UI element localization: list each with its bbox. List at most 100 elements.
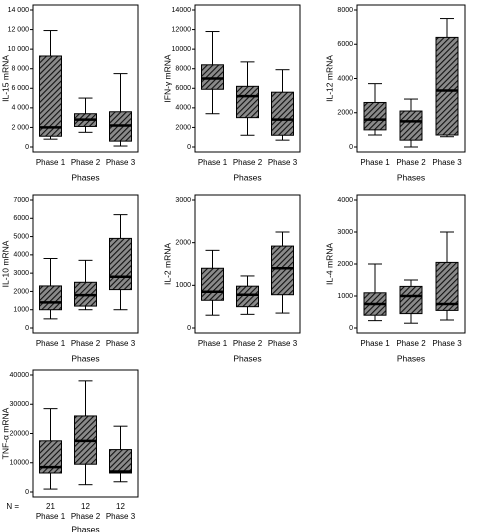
plot-frame	[194, 4, 301, 153]
box	[435, 36, 459, 136]
box	[399, 110, 423, 141]
y-tick-label: 0	[25, 325, 29, 332]
y-tick-label: 10 000	[8, 46, 30, 53]
x-tick-label: Phase 1	[36, 339, 66, 348]
box	[435, 261, 459, 311]
x-tick-label: Phase 3	[432, 339, 462, 348]
y-tick-label: 0	[187, 144, 191, 151]
box	[236, 85, 259, 119]
x-tick-label: Phase 3	[268, 339, 298, 348]
box	[236, 285, 259, 308]
box	[39, 440, 62, 474]
y-tick-label: 0	[349, 325, 353, 332]
plot-frame	[32, 4, 139, 153]
y-tick-label: 2000	[175, 240, 191, 247]
box	[271, 245, 294, 296]
x-tick-label: Phase 2	[233, 339, 263, 348]
y-axis-label: IL-12 mRNA	[324, 55, 334, 102]
box	[39, 55, 62, 137]
y-tick-label: 8000	[337, 7, 353, 14]
y-tick-label: 7000	[13, 197, 29, 204]
box	[271, 91, 294, 136]
y-tick-label: 5000	[13, 233, 29, 240]
y-tick-label: 8000	[175, 66, 191, 73]
y-axis-label: IL-4 mRNA	[324, 243, 334, 285]
y-tick-label: 4000	[337, 75, 353, 82]
y-tick-label: 1000	[337, 293, 353, 300]
x-tick-label: Phase 3	[106, 512, 136, 521]
x-tick-label: Phase 3	[106, 158, 136, 167]
y-tick-label: 4 000	[11, 105, 29, 112]
y-tick-label: 6000	[337, 41, 353, 48]
n-value: 12	[81, 502, 90, 511]
y-tick-label: 20000	[10, 430, 30, 437]
box	[201, 64, 224, 90]
x-tick-label: Phase 2	[396, 339, 426, 348]
box	[39, 285, 62, 311]
y-tick-label: 1000	[13, 307, 29, 314]
x-tick-label: Phase 1	[36, 512, 66, 521]
box	[363, 101, 387, 131]
n-value: 12	[116, 502, 125, 511]
x-axis-label: Phases	[71, 524, 99, 532]
y-tick-label: 10000	[10, 460, 30, 467]
x-axis-label: Phases	[233, 172, 261, 182]
plot-frame	[32, 194, 139, 334]
x-axis-label: Phases	[71, 353, 99, 363]
x-tick-label: Phase 3	[268, 158, 298, 167]
y-tick-label: 14000	[172, 7, 192, 14]
x-axis-label: Phases	[233, 353, 261, 363]
x-tick-label: Phase 2	[71, 158, 101, 167]
y-tick-label: 0	[349, 144, 353, 151]
x-tick-label: Phase 3	[106, 339, 136, 348]
x-tick-label: Phase 3	[432, 158, 462, 167]
x-tick-label: Phase 2	[71, 512, 101, 521]
x-tick-label: Phase 2	[71, 339, 101, 348]
n-label: N =	[6, 502, 19, 511]
x-tick-label: Phase 2	[233, 158, 263, 167]
y-tick-label: 14 000	[8, 7, 30, 14]
y-tick-label: 4000	[337, 197, 353, 204]
y-tick-label: 2000	[337, 261, 353, 268]
y-tick-label: 6000	[13, 215, 29, 222]
box	[201, 267, 224, 301]
y-tick-label: 8 000	[11, 66, 29, 73]
y-tick-label: 1000	[175, 282, 191, 289]
y-tick-label: 2 000	[11, 124, 29, 131]
y-tick-label: 3000	[337, 229, 353, 236]
y-tick-label: 4000	[175, 105, 191, 112]
y-tick-label: 6 000	[11, 85, 29, 92]
x-axis-label: Phases	[397, 353, 425, 363]
y-axis-label: IL-2 mRNA	[162, 243, 172, 285]
y-tick-label: 40000	[10, 372, 30, 379]
y-tick-label: 2000	[13, 288, 29, 295]
y-tick-label: 0	[25, 489, 29, 496]
x-tick-label: Phase 2	[396, 158, 426, 167]
y-axis-label: IL-10 mRNA	[0, 240, 10, 287]
x-tick-label: Phase 1	[198, 339, 228, 348]
n-value: 21	[46, 502, 55, 511]
y-tick-label: 6000	[175, 85, 191, 92]
y-tick-label: 2000	[337, 110, 353, 117]
y-tick-label: 12000	[172, 26, 192, 33]
y-tick-label: 4000	[13, 252, 29, 259]
y-axis-label: TNF-α mRNA	[0, 407, 10, 459]
x-tick-label: Phase 1	[36, 158, 66, 167]
x-tick-label: Phase 1	[360, 339, 390, 348]
x-tick-label: Phase 1	[360, 158, 390, 167]
box	[109, 237, 132, 291]
y-tick-label: 12 000	[8, 26, 30, 33]
y-tick-label: 0	[187, 325, 191, 332]
box	[109, 449, 132, 474]
y-tick-label: 3000	[13, 270, 29, 277]
y-tick-label: 3000	[175, 197, 191, 204]
x-axis-label: Phases	[397, 172, 425, 182]
y-tick-label: 2000	[175, 124, 191, 131]
y-tick-label: 10000	[172, 46, 192, 53]
y-axis-label: IFN-γ mRNA	[162, 54, 172, 102]
x-axis-label: Phases	[71, 172, 99, 182]
box	[399, 285, 423, 315]
plot-frame	[194, 194, 301, 334]
